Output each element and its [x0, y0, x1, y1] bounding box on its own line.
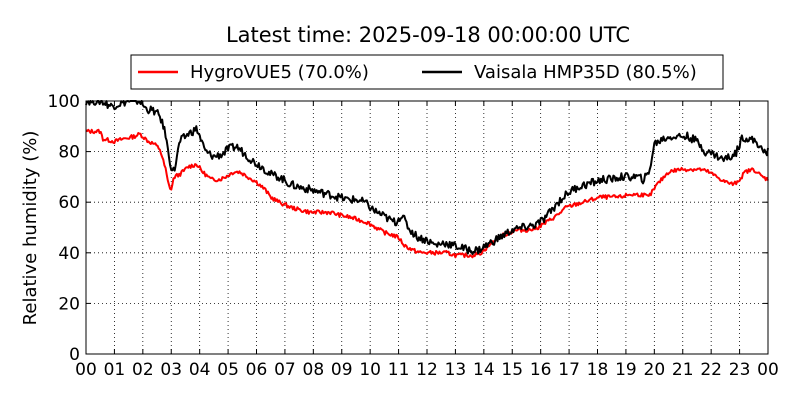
x-tick-label: 03	[160, 360, 182, 380]
x-tick-label: 01	[104, 360, 126, 380]
x-tick-label: 21	[672, 360, 694, 380]
x-tick-label: 14	[473, 360, 495, 380]
series-line-2	[85, 100, 769, 256]
x-tick-label: 12	[416, 360, 438, 380]
chart-legend: HygroVUE5 (70.0%) Vaisala HMP35D (80.5%)	[130, 54, 724, 90]
x-tick-label: 23	[729, 360, 751, 380]
y-tick-label: 100	[48, 92, 80, 112]
series-layer	[85, 100, 769, 259]
x-tick-label: 20	[644, 360, 666, 380]
y-tick-label: 0	[69, 345, 80, 365]
y-axis-label: Relative humidity (%)	[20, 131, 41, 326]
x-tick-label: 13	[445, 360, 467, 380]
x-tick-label: 00	[757, 360, 779, 380]
x-tick-label: 10	[359, 360, 381, 380]
x-tick-label: 16	[530, 360, 552, 380]
legend-label-2: Vaisala HMP35D (80.5%)	[474, 62, 697, 83]
x-tick-label: 05	[217, 360, 239, 380]
x-tick-label: 17	[558, 360, 580, 380]
x-tick-label: 07	[274, 360, 296, 380]
x-tick-label: 09	[331, 360, 353, 380]
series-line-1	[85, 128, 769, 259]
x-tick-label: 00	[75, 360, 97, 380]
axis-ticks: 0 20 40 60 80 100 00 01 02 03 04 05 06 07 08 09 10 11 12 13…	[48, 92, 779, 380]
y-tick-label: 20	[58, 294, 80, 314]
legend-label-1: HygroVUE5 (70.0%)	[190, 62, 369, 83]
y-tick-label: 40	[58, 244, 80, 264]
x-tick-label: 11	[388, 360, 410, 380]
x-tick-label: 19	[615, 360, 637, 380]
x-tick-label: 04	[189, 360, 211, 380]
y-tick-label: 80	[58, 143, 80, 163]
y-tick-label: 60	[58, 193, 80, 213]
x-tick-label: 18	[587, 360, 609, 380]
x-tick-label: 22	[700, 360, 722, 380]
chart-title: Latest time: 2025-09-18 00:00:00 UTC	[226, 23, 630, 47]
x-tick-label: 02	[132, 360, 154, 380]
x-tick-label: 06	[246, 360, 268, 380]
x-tick-label: 15	[501, 360, 523, 380]
x-tick-label: 08	[303, 360, 325, 380]
